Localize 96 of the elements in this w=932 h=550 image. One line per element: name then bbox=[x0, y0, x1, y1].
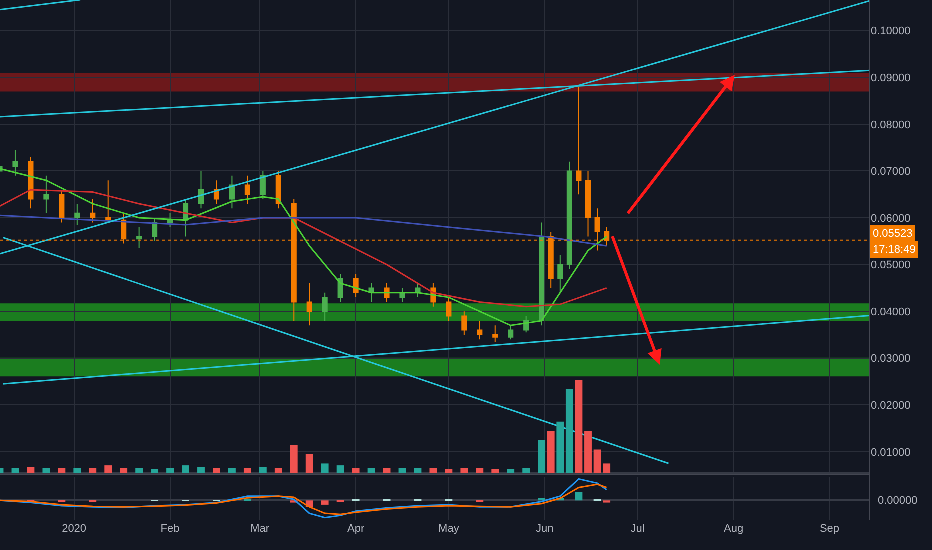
candlestick bbox=[322, 292, 328, 322]
candlestick bbox=[492, 325, 498, 342]
y-tick-label: 0.06000 bbox=[871, 212, 911, 225]
bar bbox=[522, 468, 530, 473]
y-tick-label: 0.03000 bbox=[871, 353, 911, 366]
candlestick bbox=[198, 170, 204, 210]
bar bbox=[556, 422, 564, 473]
candlestick bbox=[585, 170, 592, 238]
candlestick bbox=[90, 198, 96, 224]
bar bbox=[414, 468, 422, 473]
candlestick bbox=[462, 311, 468, 336]
x-tick-label: Jun bbox=[536, 523, 554, 535]
bar bbox=[151, 469, 159, 473]
bar bbox=[89, 468, 97, 473]
x-tick-label: 2020 bbox=[62, 523, 87, 535]
y-tick-label: 0.08000 bbox=[871, 119, 911, 132]
bar bbox=[74, 468, 82, 473]
bar bbox=[228, 468, 236, 473]
bar bbox=[166, 468, 174, 473]
bar bbox=[321, 464, 329, 473]
bar bbox=[476, 468, 484, 473]
x-tick-label: Feb bbox=[160, 523, 180, 535]
bar bbox=[336, 466, 344, 473]
bar bbox=[27, 467, 35, 473]
y-tick-label: 0.07000 bbox=[871, 166, 911, 178]
y-tick-label: 0.10000 bbox=[871, 26, 911, 38]
bar bbox=[352, 468, 360, 473]
bar bbox=[547, 431, 555, 473]
candlestick bbox=[508, 325, 514, 340]
bar bbox=[136, 468, 144, 473]
bar bbox=[104, 466, 112, 473]
candlestick bbox=[400, 288, 406, 303]
bar bbox=[306, 454, 314, 473]
x-tick-label: Jul bbox=[630, 523, 645, 535]
candlestick bbox=[44, 175, 50, 214]
candlestick bbox=[59, 189, 65, 224]
bar bbox=[259, 467, 267, 473]
candlestick bbox=[566, 161, 572, 270]
bar bbox=[445, 469, 453, 473]
y-tick-label: 0.01000 bbox=[871, 446, 911, 459]
candlestick bbox=[539, 222, 545, 326]
bar bbox=[244, 468, 252, 473]
bar bbox=[584, 431, 592, 473]
bar bbox=[492, 469, 500, 473]
bar bbox=[274, 468, 282, 473]
candlestick bbox=[446, 297, 452, 322]
y-tick-label: 0.05000 bbox=[871, 260, 911, 272]
text: 0.00000 bbox=[878, 495, 918, 507]
y-tick-label: 0.04000 bbox=[871, 306, 911, 318]
bar bbox=[198, 467, 205, 473]
bar bbox=[213, 468, 220, 473]
candlestick bbox=[74, 203, 80, 226]
candlestick bbox=[244, 175, 250, 204]
line-series bbox=[0, 168, 608, 326]
bar bbox=[575, 492, 583, 501]
bar bbox=[430, 468, 438, 473]
candlestick bbox=[260, 170, 266, 200]
candlestick bbox=[106, 180, 112, 224]
candlestick bbox=[477, 320, 483, 340]
x-tick-label: Aug bbox=[724, 523, 744, 535]
bar bbox=[42, 468, 50, 473]
candlestick bbox=[338, 274, 344, 303]
bar bbox=[12, 468, 20, 473]
x-tick-label: May bbox=[438, 523, 460, 535]
bar bbox=[575, 380, 583, 473]
bar bbox=[290, 445, 298, 473]
candlestick bbox=[136, 226, 142, 249]
bar bbox=[58, 468, 66, 473]
line-series bbox=[0, 214, 608, 247]
bar bbox=[182, 466, 190, 473]
bar bbox=[460, 468, 468, 473]
x-tick-label: Apr bbox=[347, 523, 365, 535]
bar bbox=[538, 440, 546, 473]
bar bbox=[566, 389, 574, 473]
ref-line-label: 0.05523 bbox=[873, 228, 913, 240]
candlestick bbox=[353, 274, 359, 298]
y-tick-label: 0.09000 bbox=[871, 72, 911, 85]
bar bbox=[321, 500, 329, 505]
candlestick bbox=[28, 156, 34, 210]
text: 17:18:49 bbox=[873, 244, 916, 256]
candlestick bbox=[229, 175, 235, 210]
candlestick bbox=[152, 218, 158, 242]
bar bbox=[368, 468, 376, 473]
line-series bbox=[0, 189, 608, 308]
candlestick bbox=[576, 86, 582, 196]
bar bbox=[383, 468, 391, 473]
candlestick bbox=[558, 254, 564, 294]
bar bbox=[120, 468, 128, 473]
x-tick-label: Mar bbox=[250, 523, 270, 535]
bar bbox=[507, 469, 515, 473]
x-tick-label: Sep bbox=[820, 523, 840, 535]
candlestick bbox=[12, 150, 18, 176]
y-tick-label: 0.02000 bbox=[871, 400, 911, 412]
bar bbox=[398, 468, 406, 473]
candlestick bbox=[276, 170, 282, 210]
candlestick bbox=[306, 283, 312, 326]
